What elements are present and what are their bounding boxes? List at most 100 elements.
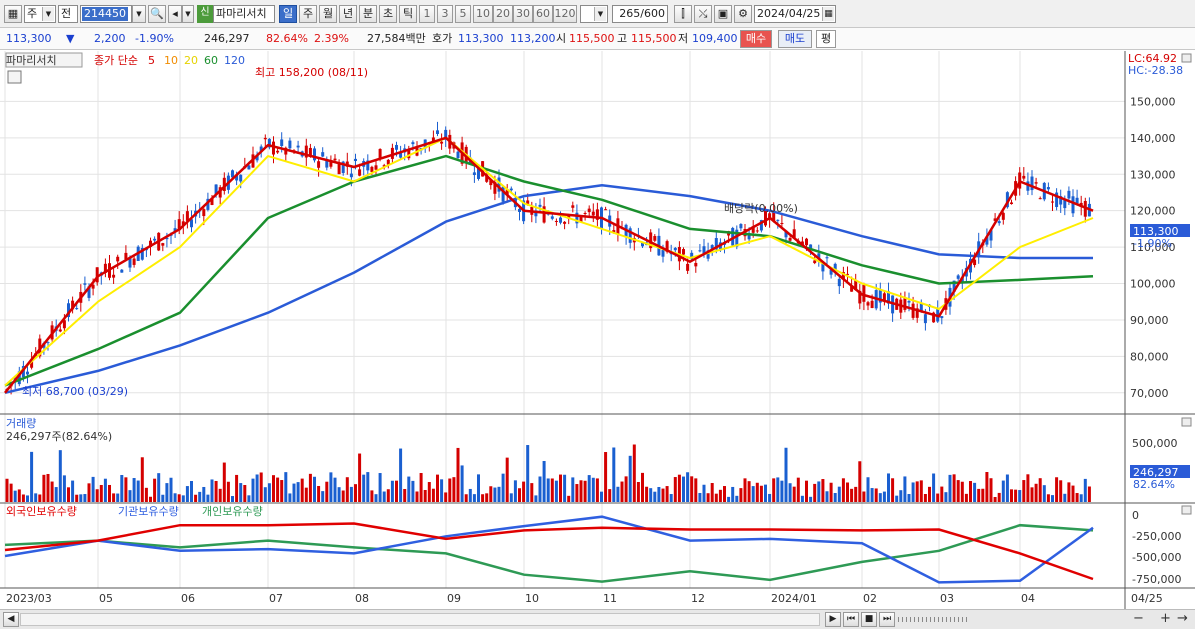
gear-icon[interactable]: ⚙ xyxy=(734,5,752,23)
candle-body xyxy=(911,303,915,318)
period-tick-button[interactable]: 틱 xyxy=(399,5,417,23)
volume-bar xyxy=(481,494,485,502)
speaker-icon[interactable]: ◂ xyxy=(168,5,182,23)
interval-60-button[interactable]: 60 xyxy=(533,5,553,23)
sell-button[interactable]: 매도 xyxy=(778,30,812,48)
ma20-legend: 20 xyxy=(184,54,198,67)
volume-bar xyxy=(800,495,804,502)
period-day-button[interactable]: 일 xyxy=(279,5,297,23)
interval-custom-select[interactable]: ▼ xyxy=(580,5,608,23)
scroll-track[interactable] xyxy=(20,613,820,626)
panel-close-icon[interactable] xyxy=(1181,53,1192,63)
volume-bar xyxy=(165,483,169,502)
interval-1-button[interactable]: 1 xyxy=(419,5,435,23)
volume-bar xyxy=(288,493,292,502)
volume-bar xyxy=(308,473,312,502)
zoom-in-icon[interactable]: + xyxy=(1160,611,1171,626)
draw-tool-icon[interactable]: ⤯ xyxy=(694,5,712,23)
period-week-button[interactable]: 주 xyxy=(299,5,317,23)
volume-bar xyxy=(1042,485,1046,502)
calendar-icon[interactable]: ▦ xyxy=(822,7,834,21)
chart-scrollbar: ◀ ▶ ⏮ ■ ⏭ − + → xyxy=(0,609,1195,629)
price-panel-title[interactable]: 파마리서치 xyxy=(6,54,57,67)
period-month-button[interactable]: 월 xyxy=(319,5,337,23)
layout-icon[interactable]: ▦ xyxy=(4,5,22,23)
interval-3-button[interactable]: 3 xyxy=(437,5,453,23)
volume-bar xyxy=(895,495,899,502)
volume-bar xyxy=(1038,478,1042,502)
volume-bar xyxy=(399,448,403,502)
candle-body xyxy=(1030,176,1034,191)
candle-body xyxy=(821,263,825,272)
interval-20-button[interactable]: 20 xyxy=(493,5,513,23)
stock-chart[interactable]: 150,000 140,000 130,000 120,000 110,000 100,0… xyxy=(0,51,1195,609)
zoom-slider[interactable] xyxy=(898,617,968,622)
candle-body xyxy=(813,260,817,264)
candle-body xyxy=(694,262,698,267)
volume-panel-title[interactable]: 거래량 xyxy=(6,417,36,430)
price-y-tick: 130,000 xyxy=(1130,168,1176,181)
candle-type-icon[interactable]: ⫿ xyxy=(674,5,692,23)
panel-close-icon[interactable] xyxy=(1181,417,1192,427)
volume-bar xyxy=(718,489,722,502)
candle-body xyxy=(1055,192,1059,208)
foreign-holdings-legend[interactable]: 외국인보유수량 xyxy=(6,505,77,518)
zoom-out-icon[interactable]: − xyxy=(1133,611,1144,626)
last-pct-tag: -1.90% xyxy=(1133,237,1172,250)
candle-body xyxy=(390,147,394,159)
interval-5-button[interactable]: 5 xyxy=(455,5,471,23)
scroll-right-icon[interactable]: ▶ xyxy=(825,612,841,627)
period-year-button[interactable]: 년 xyxy=(339,5,357,23)
individual-holdings-legend[interactable]: 개인보유수량 xyxy=(202,505,263,518)
volume-bar xyxy=(1022,480,1026,502)
calculator-icon[interactable] xyxy=(7,70,22,84)
date-input[interactable]: 2024/04/25 ▦ xyxy=(754,5,836,23)
panel-close-icon[interactable] xyxy=(1181,505,1192,515)
holdings-y-tick: 0 xyxy=(1132,509,1139,522)
stock-nav-dropdown[interactable]: ▼ xyxy=(182,5,194,23)
volume-bar xyxy=(112,493,116,502)
compare-select[interactable]: 전 xyxy=(58,5,78,23)
volume-pct-tag: 82.64% xyxy=(1133,478,1175,491)
search-icon[interactable]: 🔍 xyxy=(148,5,166,23)
candle-body xyxy=(62,320,66,329)
fit-icon[interactable]: → xyxy=(1177,611,1188,626)
candle-body xyxy=(571,205,575,208)
volume-bar xyxy=(595,478,599,502)
volume-bar xyxy=(144,487,148,502)
volume-bar xyxy=(345,477,349,502)
average-button[interactable]: 평 xyxy=(816,30,836,48)
period-minute-button[interactable]: 분 xyxy=(359,5,377,23)
volume-bar xyxy=(550,478,554,502)
volume-bar xyxy=(149,496,152,502)
bar-count-input[interactable]: 265/600 xyxy=(612,5,668,23)
scroll-start-icon[interactable]: ⏮ xyxy=(843,612,859,627)
save-icon[interactable]: ▣ xyxy=(714,5,732,23)
candle-body xyxy=(862,284,866,302)
code-dropdown-button[interactable]: ▼ xyxy=(132,5,146,23)
candle-body xyxy=(231,170,234,178)
interval-30-button[interactable]: 30 xyxy=(513,5,533,23)
candle-body xyxy=(255,154,259,161)
candle-body xyxy=(878,289,882,303)
market-type-select[interactable]: 주 ▼ xyxy=(24,5,56,23)
price-y-tick: 100,000 xyxy=(1130,278,1176,291)
volume-bar xyxy=(210,479,214,502)
volume-bar xyxy=(1001,480,1005,502)
scroll-left-icon[interactable]: ◀ xyxy=(3,612,19,627)
volume-bar xyxy=(411,480,415,502)
interval-10-button[interactable]: 10 xyxy=(473,5,493,23)
interval-120-button[interactable]: 120 xyxy=(553,5,577,23)
candle-body xyxy=(75,308,79,310)
volume-bar xyxy=(772,478,776,502)
volume-ratio: 82.64% xyxy=(266,32,308,45)
volume-bar xyxy=(903,476,907,502)
buy-button[interactable]: 매수 xyxy=(740,30,772,48)
volume-bar xyxy=(267,483,271,502)
period-second-button[interactable]: 초 xyxy=(379,5,397,23)
institution-holdings-legend[interactable]: 기관보유수량 xyxy=(118,505,179,518)
volume-bar xyxy=(423,489,427,502)
stock-code-input[interactable]: 214450 xyxy=(80,5,132,23)
scroll-end-icon[interactable]: ⏭ xyxy=(879,612,895,627)
stop-icon[interactable]: ■ xyxy=(861,612,877,627)
